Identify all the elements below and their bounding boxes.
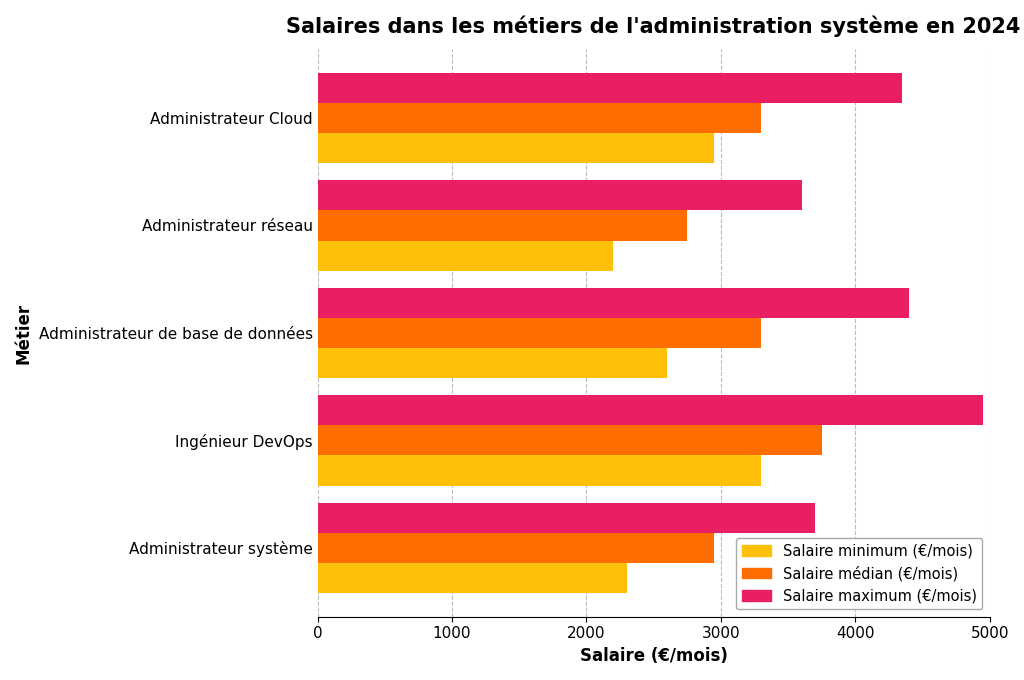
Bar [317, 288, 909, 318]
Bar [317, 348, 667, 378]
Bar [317, 318, 761, 348]
Bar [317, 456, 761, 486]
Bar [317, 133, 714, 163]
X-axis label: Salaire (€/mois): Salaire (€/mois) [580, 647, 728, 665]
Bar [317, 503, 815, 533]
Bar [317, 73, 902, 103]
Bar [317, 210, 687, 241]
Y-axis label: Métier: Métier [15, 303, 33, 364]
Bar [317, 395, 983, 426]
Bar [317, 426, 821, 456]
Bar [317, 180, 802, 210]
Bar [317, 533, 714, 563]
Bar [317, 103, 761, 133]
Bar [317, 563, 627, 593]
Title: Salaires dans les métiers de l'administration système en 2024: Salaires dans les métiers de l'administr… [287, 15, 1021, 37]
Legend: Salaire minimum (€/mois), Salaire médian (€/mois), Salaire maximum (€/mois): Salaire minimum (€/mois), Salaire médian… [736, 538, 982, 609]
Bar [317, 241, 613, 271]
